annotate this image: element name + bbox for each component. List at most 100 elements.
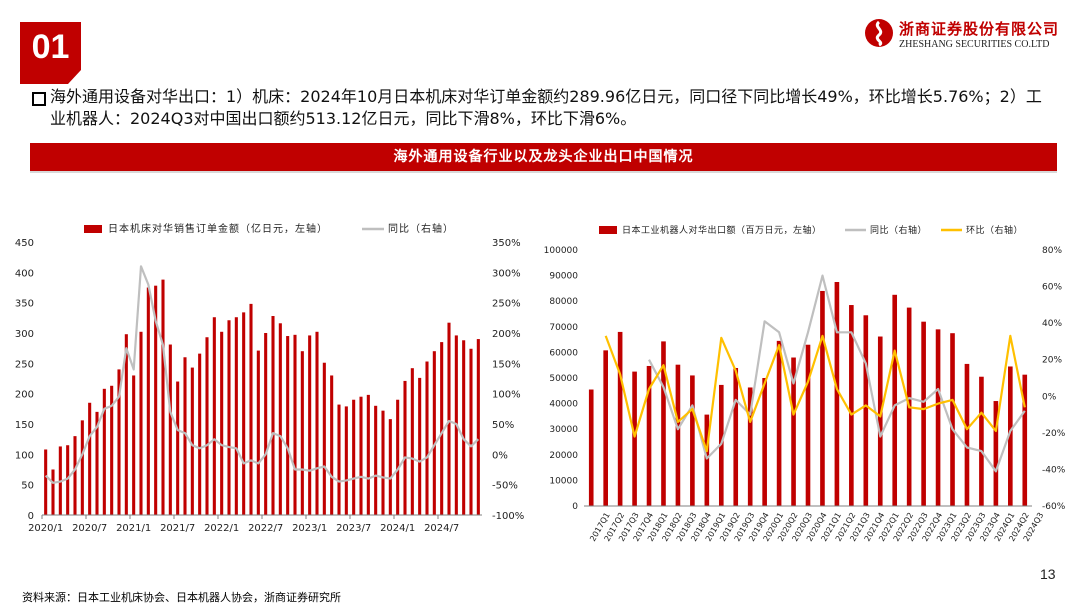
right-axis-tick-label: 40% xyxy=(1042,319,1062,329)
machine-tool-order-bar xyxy=(440,342,444,515)
robot-export-bar xyxy=(892,294,898,506)
robot-export-bar xyxy=(993,401,999,506)
robot-export-bar xyxy=(979,376,984,506)
left-axis-tick-label: 50000 xyxy=(549,374,578,384)
machine-tool-order-bar xyxy=(374,405,378,515)
right-axis-tick-label: 200% xyxy=(492,329,521,340)
machine-tool-order-bar xyxy=(242,312,246,515)
left-axis-tick-label: 70000 xyxy=(549,323,578,333)
x-axis-tick-label: 2022/7 xyxy=(248,523,283,534)
x-axis-tick-label: 2024/1 xyxy=(380,523,415,534)
machine-tool-yoy-line xyxy=(44,265,480,484)
robot-export-bar xyxy=(950,333,955,506)
robot-export-bar xyxy=(776,340,782,506)
robot-export-bar xyxy=(877,336,883,506)
left-axis-tick-label: 350 xyxy=(15,299,34,310)
company-logo: 浙商证券股份有限公司 ZHESHANG SECURITIES CO.LTD xyxy=(864,16,1064,56)
robot-export-bar xyxy=(834,282,840,506)
right-axis-tick-label: 80% xyxy=(1042,246,1062,256)
robot-export-bar xyxy=(863,315,869,506)
right-axis-tick-label: -50% xyxy=(492,481,518,492)
left-axis-tick-label: 10000 xyxy=(549,476,578,486)
legend-bar-label: 日本工业机器人对华出口额（百万日元，左轴） xyxy=(622,224,822,236)
machine-tool-order-bar xyxy=(366,394,370,515)
badge-notch xyxy=(68,70,81,84)
robot-export-bar xyxy=(849,305,854,506)
headline-text: 海外通用设备对华出口：1）机床：2024年10月日本机床对华订单金额约289.9… xyxy=(50,87,1042,128)
machine-tool-order-bar xyxy=(44,449,48,515)
left-axis-tick-label: 40000 xyxy=(549,400,578,410)
machine-tool-order-bar xyxy=(418,377,422,515)
robot-qoq-line xyxy=(604,334,1026,453)
machine-tool-order-bar xyxy=(462,340,466,515)
machine-tool-order-bar xyxy=(234,317,238,515)
machine-tool-order-bar xyxy=(300,351,304,515)
robot-export-bar xyxy=(588,389,594,506)
section-title: 海外通用设备行业以及龙头企业出口中国情况 xyxy=(393,149,694,165)
machine-tool-order-bar xyxy=(205,337,209,515)
machine-tool-order-bar xyxy=(359,396,363,515)
machine-tool-order-bar xyxy=(190,367,194,515)
right-axis-tick-label: 300% xyxy=(492,268,521,279)
left-axis-tick-label: 100000 xyxy=(544,246,579,256)
section-number-badge: 01 xyxy=(20,22,81,84)
robot-export-bar xyxy=(675,364,681,506)
right-axis-tick-label: -60% xyxy=(1042,502,1066,512)
robot-export-bar xyxy=(1008,366,1013,506)
robot-export-bar xyxy=(603,350,608,506)
bullet-square-icon xyxy=(32,92,46,106)
robot-export-bar xyxy=(718,384,724,506)
machine-tool-order-bar xyxy=(425,361,429,515)
x-axis-tick-label: 2021/1 xyxy=(116,523,151,534)
machine-tool-order-bar xyxy=(227,320,231,515)
robot-export-bar xyxy=(617,331,623,506)
machine-tool-order-bar xyxy=(344,406,348,515)
left-axis-tick-label: 400 xyxy=(15,268,34,279)
machine-tool-order-bar xyxy=(212,317,216,515)
right-axis-tick-label: 0% xyxy=(492,450,508,461)
robot-export-bar xyxy=(762,378,767,506)
left-axis-tick-label: 50 xyxy=(21,481,34,492)
machine-tool-order-bar xyxy=(308,335,312,515)
robot-export-bar xyxy=(733,368,739,506)
left-axis-tick-label: 150 xyxy=(15,420,34,431)
source-footnote: 资料来源：日本工业机床协会、日本机器人协会，浙商证券研究所 xyxy=(22,591,341,604)
robot-export-bar xyxy=(690,375,695,506)
legend-yoy-label: 同比（右轴） xyxy=(870,224,927,236)
legend-bar-swatch xyxy=(84,225,102,233)
left-axis-tick-label: 80000 xyxy=(549,297,578,307)
robot-export-bar xyxy=(704,414,710,506)
x-axis-tick-label: 2021/7 xyxy=(160,523,195,534)
machine-tool-order-bar xyxy=(51,469,55,515)
machine-tool-order-bar xyxy=(139,331,143,515)
left-axis-tick-label: 100 xyxy=(15,450,34,461)
machine-tool-order-bar xyxy=(132,375,136,515)
right-axis-tick-label: 100% xyxy=(492,390,521,401)
machine-tool-order-bar xyxy=(403,380,407,515)
right-axis-tick-label: -40% xyxy=(1042,465,1066,475)
machine-tool-order-bar xyxy=(286,336,290,515)
machine-tool-order-bar xyxy=(322,362,326,515)
left-axis-tick-label: 0 xyxy=(28,511,34,522)
machine-tool-order-bar xyxy=(264,333,268,515)
machine-tool-order-bar xyxy=(293,334,297,515)
machine-tool-order-bar xyxy=(220,331,224,515)
robot-export-bar xyxy=(632,371,637,506)
left-axis-tick-label: 60000 xyxy=(549,348,578,358)
machine-tool-order-bar xyxy=(256,350,260,515)
left-axis-tick-label: 30000 xyxy=(549,425,578,435)
x-axis-tick-label: 2024/7 xyxy=(424,523,459,534)
robot-export-bar xyxy=(1022,374,1028,506)
right-axis-tick-label: -100% xyxy=(492,511,524,522)
machine-tool-order-bar xyxy=(410,368,414,515)
machine-tool-order-bar xyxy=(176,381,180,515)
robot-export-bar xyxy=(747,387,753,506)
right-axis-tick-label: -20% xyxy=(1042,429,1066,439)
robot-export-bar xyxy=(921,321,926,506)
x-axis-tick-label: 2023/7 xyxy=(336,523,371,534)
machine-tool-order-bar xyxy=(396,399,400,515)
machine-tool-order-bar xyxy=(73,436,77,515)
x-axis-tick-label: 2020/1 xyxy=(28,523,63,534)
